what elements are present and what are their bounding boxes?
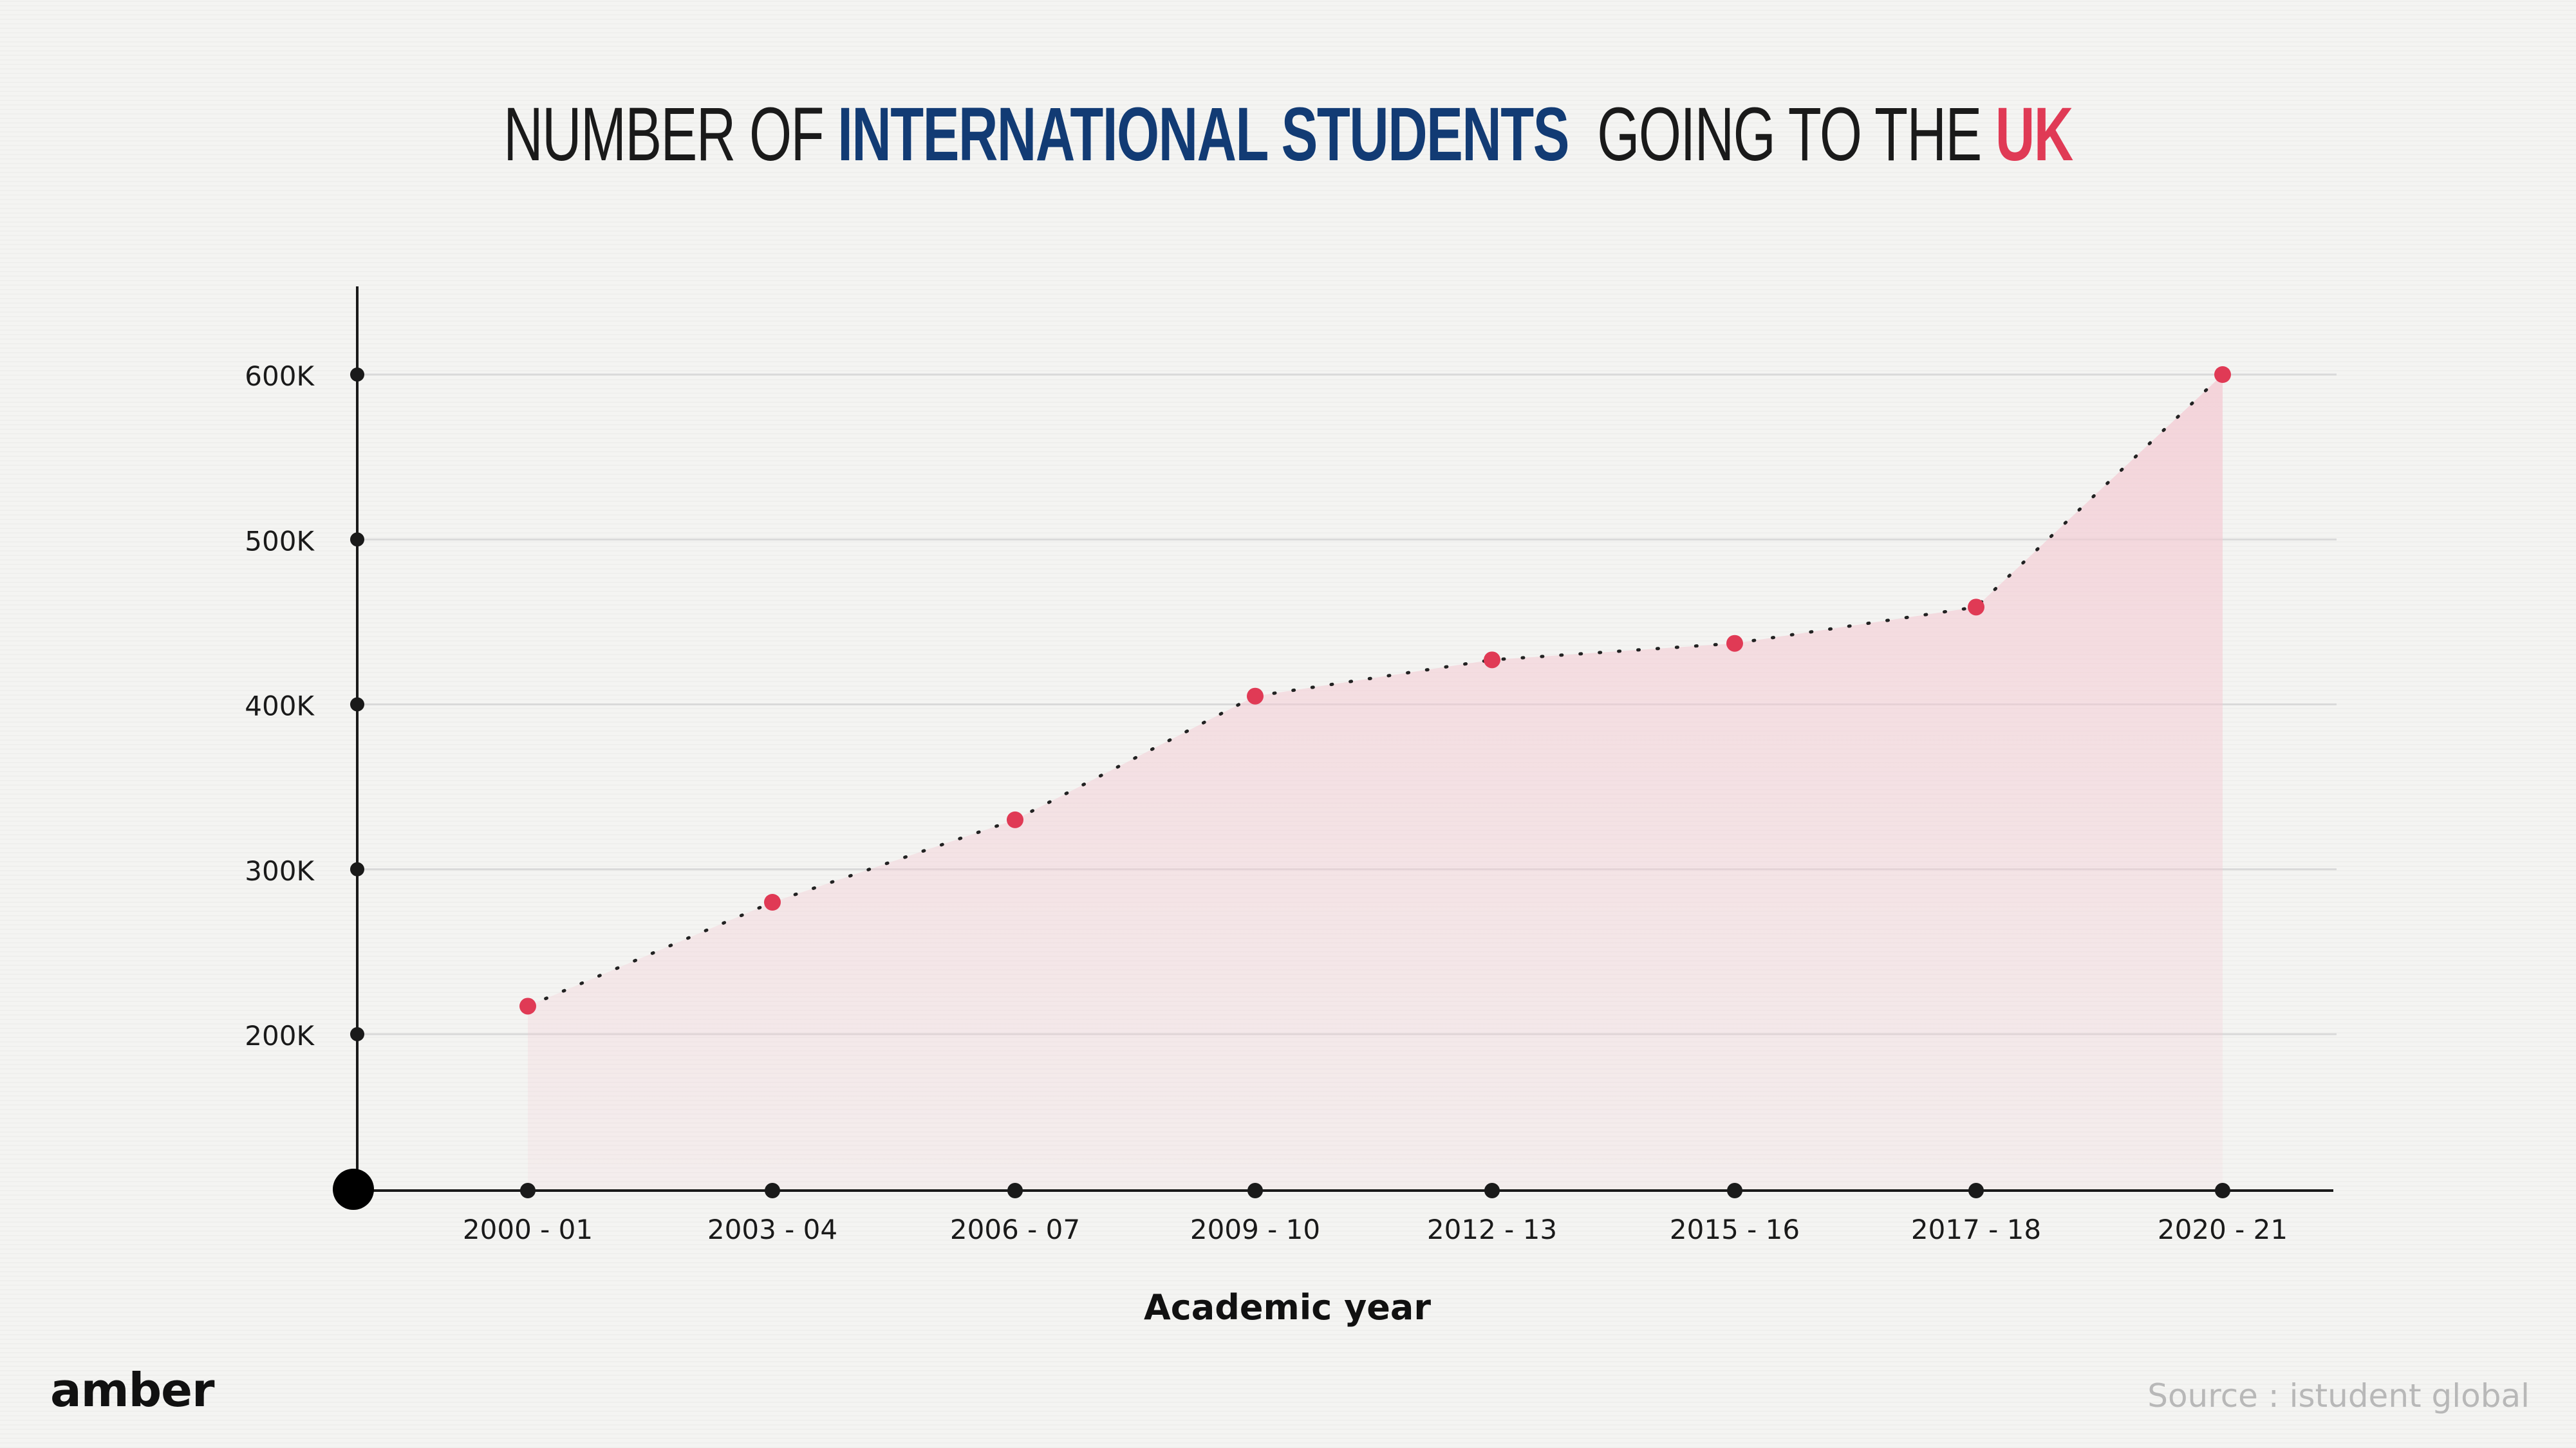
data-point — [1726, 635, 1743, 652]
series-line — [526, 373, 2225, 1008]
x-tick-dot — [2215, 1183, 2230, 1198]
x-tick-dot — [1727, 1183, 1742, 1198]
title-part-3: GOING TO THE — [1568, 92, 1995, 177]
y-tick-label: 400K — [245, 691, 315, 722]
x-tick-dot — [1247, 1183, 1263, 1198]
x-axis-title: Academic year — [1144, 1287, 1431, 1328]
x-tick-label: 2017 - 18 — [1911, 1214, 2041, 1245]
data-point — [1247, 687, 1264, 705]
y-tick-label: 200K — [245, 1020, 315, 1052]
y-tick-label: 500K — [245, 525, 315, 557]
x-tick-dot — [1484, 1183, 1500, 1198]
x-tick-dot — [520, 1183, 536, 1198]
brand-logo: amber — [50, 1363, 214, 1417]
x-tick-label: 2000 - 01 — [463, 1214, 593, 1245]
y-tick-label: 600K — [245, 360, 315, 392]
x-tick-dot — [1007, 1183, 1023, 1198]
x-tick-label: 2006 - 07 — [950, 1214, 1080, 1245]
x-tick-dot — [765, 1183, 780, 1198]
area-fill — [528, 375, 2223, 1191]
x-tick-label: 2009 - 10 — [1190, 1214, 1320, 1245]
title-highlight-students: INTERNATIONAL STUDENTS — [837, 92, 1569, 177]
x-tick-label: 2020 - 21 — [2158, 1214, 2288, 1245]
data-point — [2214, 366, 2231, 383]
data-point — [1007, 811, 1023, 828]
data-point — [1968, 599, 1984, 616]
x-tick-label: 2003 - 04 — [707, 1214, 837, 1245]
origin-dot — [333, 1169, 374, 1210]
data-point — [1484, 651, 1500, 669]
x-tick-label: 2012 - 13 — [1427, 1214, 1557, 1245]
data-point — [764, 894, 781, 911]
source-note: Source : istudent global — [2147, 1377, 2530, 1415]
data-point — [519, 998, 536, 1015]
title-part-1: NUMBER OF — [503, 92, 838, 177]
title-highlight-uk: UK — [1995, 92, 2073, 177]
x-tick-label: 2015 - 16 — [1670, 1214, 1800, 1245]
chart-title: NUMBER OF INTERNATIONAL STUDENTS GOING T… — [360, 97, 2215, 172]
x-tick-dot — [1968, 1183, 1984, 1198]
y-tick-label: 300K — [245, 855, 315, 887]
